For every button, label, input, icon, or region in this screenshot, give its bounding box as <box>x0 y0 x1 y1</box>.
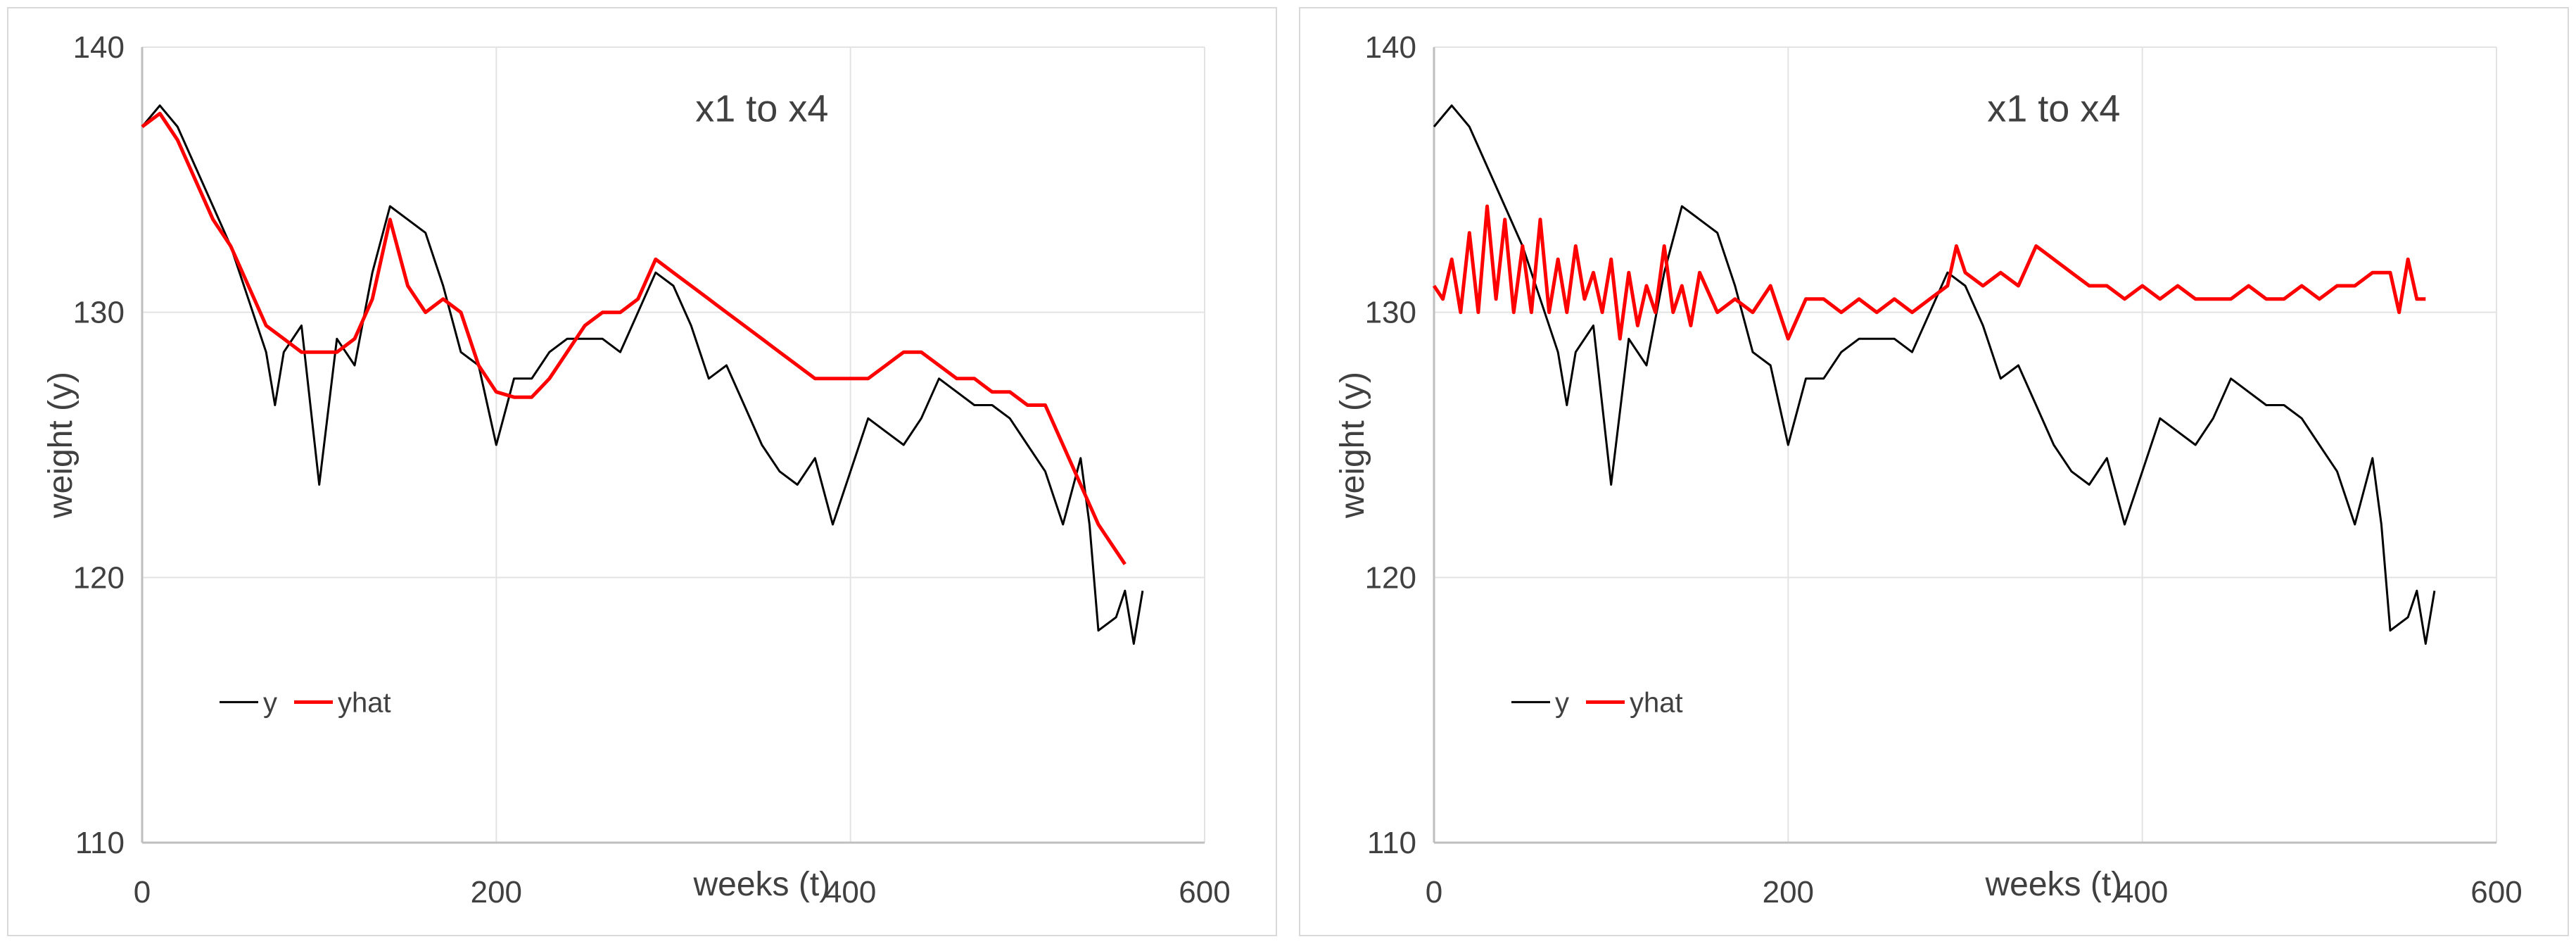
x-tick-label: 200 <box>471 875 522 910</box>
x-axis-label: weeks (t) <box>1984 866 2122 903</box>
x-axis-label: weeks (t) <box>692 866 830 903</box>
legend-label-yhat: yhat <box>338 687 391 718</box>
x-tick-label: 600 <box>2470 875 2522 910</box>
x-tick-label: 200 <box>1763 875 1814 910</box>
legend-label-yhat: yhat <box>1630 687 1683 718</box>
series-line-yhat <box>1432 204 2426 341</box>
y-axis-label: weight (y) <box>42 372 80 519</box>
y-tick-label: 110 <box>1367 826 1416 860</box>
y-tick-label: 140 <box>73 30 125 65</box>
chart-panel-left: 110 120 130 140 0 200 400 600 weeks (t) weight (y… <box>7 7 1277 936</box>
chart-title: x1 to x4 <box>695 87 828 130</box>
y-tick-label: 130 <box>1365 296 1416 330</box>
x-tick-label: 400 <box>825 875 876 910</box>
legend-label-y: y <box>1555 687 1569 718</box>
y-tick-label: 130 <box>73 296 125 330</box>
series-line-y <box>1433 104 2436 645</box>
x-tick-label: 400 <box>2117 875 2168 910</box>
y-tick-label: 120 <box>1365 560 1416 595</box>
y-tick-label: 110 <box>75 826 125 860</box>
series-line-yhat <box>141 111 1127 565</box>
y-tick-label: 140 <box>1365 30 1416 65</box>
line-chart-left: 110 120 130 140 0 200 400 600 weeks (t) weight (y… <box>42 30 1231 910</box>
x-tick-label: 0 <box>1426 875 1442 910</box>
line-chart-right: 110 120 130 140 0 200 400 600 weeks (t) weight (y… <box>1334 30 2523 910</box>
x-tick-label: 600 <box>1179 875 1230 910</box>
x-tick-label: 0 <box>134 875 151 910</box>
y-tick-label: 120 <box>73 560 125 595</box>
y-axis-label: weight (y) <box>1334 372 1371 519</box>
legend-label-y: y <box>263 687 277 718</box>
series-line-y <box>141 104 1144 645</box>
chart-title: x1 to x4 <box>1987 87 2120 130</box>
chart-panel-right: 110 120 130 140 0 200 400 600 weeks (t) weight (y… <box>1299 7 2569 936</box>
